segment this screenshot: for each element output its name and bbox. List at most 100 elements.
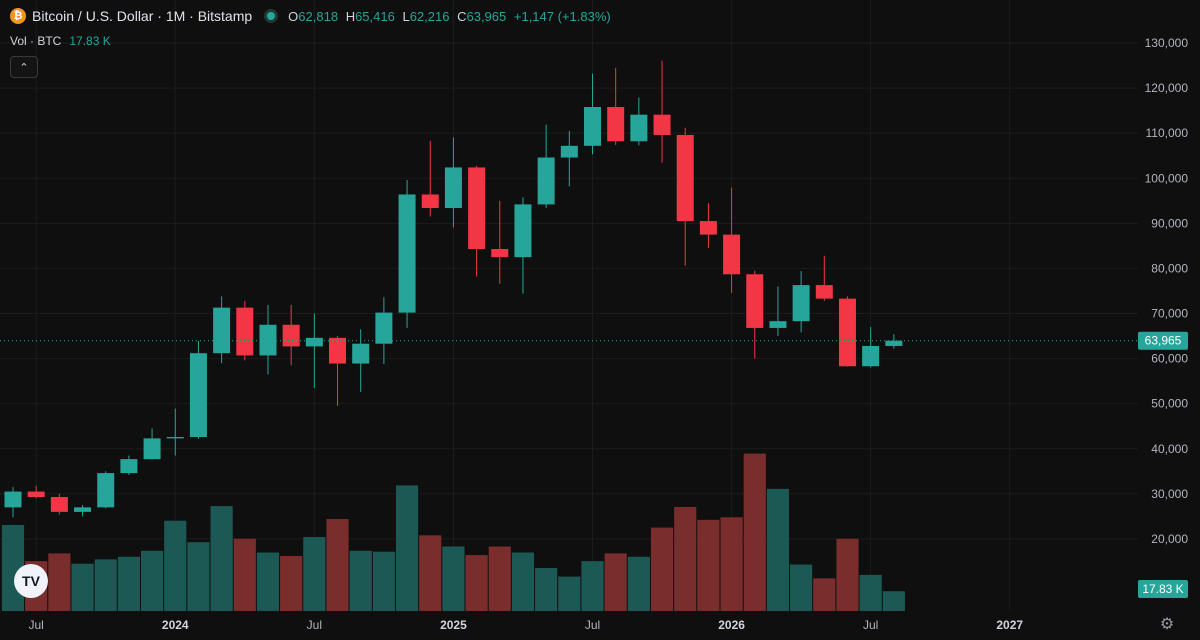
- x-tick-label: 2024: [162, 618, 189, 632]
- change-value: +1,147 (+1.83%): [513, 8, 611, 24]
- candle-body: [514, 204, 532, 258]
- candle-body: [792, 285, 810, 322]
- volume-bar: [558, 576, 581, 611]
- volume-bar: [859, 574, 882, 611]
- volume-bar: [395, 485, 419, 611]
- volume-bar: [766, 488, 790, 611]
- candle-body: [305, 337, 323, 347]
- volume-bar: [813, 578, 836, 611]
- chevron-up-icon: ⌃: [19, 61, 29, 74]
- candle-body: [630, 114, 648, 142]
- candle-body: [491, 249, 509, 258]
- x-tick-label: 2025: [440, 618, 467, 632]
- y-tick-label: 50,000: [1151, 397, 1188, 411]
- y-tick-label: 100,000: [1145, 171, 1189, 185]
- y-tick-label: 90,000: [1151, 216, 1188, 230]
- candle-body: [885, 340, 903, 346]
- candle-body: [259, 324, 277, 356]
- open-value: 62,818: [298, 8, 339, 24]
- volume-bar: [326, 518, 349, 611]
- volume-bar: [650, 527, 674, 611]
- volume-bar: [442, 546, 465, 611]
- volume-bar: [790, 564, 813, 611]
- candle-body: [97, 473, 115, 508]
- y-tick-label: 130,000: [1145, 36, 1189, 50]
- market-open-indicator: [264, 9, 279, 23]
- candle-body: [189, 353, 207, 438]
- volume-bar: [511, 552, 535, 611]
- candle-body: [653, 114, 671, 135]
- last-volume-label: 17.83 K: [1142, 582, 1183, 596]
- x-tick-label: Jul: [307, 618, 322, 632]
- candle-body: [375, 312, 393, 344]
- gear-icon[interactable]: ⚙: [1159, 616, 1175, 633]
- volume-label[interactable]: Vol · BTC: [10, 34, 62, 48]
- y-tick-label: 70,000: [1151, 307, 1188, 321]
- open-label: O: [288, 8, 299, 24]
- candle-body: [27, 491, 45, 497]
- close-label: C: [457, 8, 467, 24]
- volume-bar: [303, 537, 326, 611]
- volume-bar: [71, 563, 94, 611]
- candle-body: [769, 321, 787, 328]
- candle-body: [282, 324, 300, 347]
- volume-value: 17.83 K: [69, 34, 111, 48]
- y-tick-label: 60,000: [1151, 352, 1188, 366]
- volume-bar: [419, 535, 442, 611]
- candle-body: [352, 343, 370, 364]
- volume-bar: [604, 553, 627, 611]
- last-price-label: 63,965: [1145, 334, 1182, 348]
- x-tick-label: 2026: [718, 618, 745, 632]
- x-tick-label: Jul: [863, 618, 878, 632]
- volume-bar: [674, 506, 697, 611]
- x-tick-label: Jul: [585, 618, 600, 632]
- y-tick-label: 20,000: [1151, 532, 1188, 546]
- volume-bar: [349, 550, 372, 611]
- chart-legend: ₿ Bitcoin / U.S. Dollar · 1M · Bitstamp …: [10, 8, 615, 24]
- bitcoin-icon: ₿: [10, 8, 26, 24]
- volume-bar: [372, 551, 395, 611]
- candle-body: [607, 107, 625, 142]
- volume-bar: [233, 538, 256, 611]
- candle-body: [421, 194, 439, 209]
- tradingview-logo[interactable]: TV: [14, 564, 48, 598]
- low-value: 62,216: [409, 8, 450, 24]
- volume-bar: [465, 555, 488, 611]
- candle-body: [4, 491, 22, 508]
- y-tick-label: 80,000: [1151, 261, 1188, 275]
- x-axis: Jul 2024 Jul 2025 Jul 2026 Jul 2027: [29, 618, 1024, 632]
- candle-body: [838, 298, 856, 367]
- candle-body: [537, 157, 555, 205]
- volume-bar: [48, 553, 71, 611]
- candle-body: [815, 285, 833, 299]
- volume-bar: [535, 568, 558, 611]
- candle-body: [560, 145, 578, 158]
- volume-legend: Vol · BTC 17.83 K: [10, 34, 111, 48]
- y-axis: 130,000 120,000 110,000 100,000 90,000 80,000…: [1145, 36, 1189, 546]
- candle-body: [50, 496, 68, 512]
- volume-bar: [117, 556, 140, 611]
- candle-body: [398, 194, 416, 313]
- candle-body: [468, 167, 486, 250]
- volume-bar: [210, 506, 233, 611]
- low-label: L: [402, 8, 410, 24]
- grid-lines: [0, 0, 1138, 611]
- volume-bars: [1, 453, 905, 611]
- volume-bar: [280, 555, 303, 611]
- high-value: 65,416: [355, 8, 395, 24]
- collapse-legend-button[interactable]: ⌃: [10, 56, 38, 78]
- candle-body: [723, 234, 741, 275]
- candle-body: [143, 438, 161, 460]
- ohlc-readout: O62,818 H65,416 L62,216 C63,965 +1,147 (…: [288, 9, 615, 24]
- last-price-tag: [1138, 331, 1188, 350]
- candle-body: [74, 507, 92, 512]
- candle-body: [862, 345, 880, 367]
- volume-bar: [720, 517, 743, 611]
- candle-body: [699, 221, 717, 235]
- high-label: H: [345, 8, 356, 24]
- symbol-title[interactable]: Bitcoin / U.S. Dollar · 1M · Bitstamp: [32, 8, 253, 24]
- volume-bar: [743, 453, 766, 611]
- candle-body: [236, 307, 254, 356]
- candle-body: [166, 437, 184, 439]
